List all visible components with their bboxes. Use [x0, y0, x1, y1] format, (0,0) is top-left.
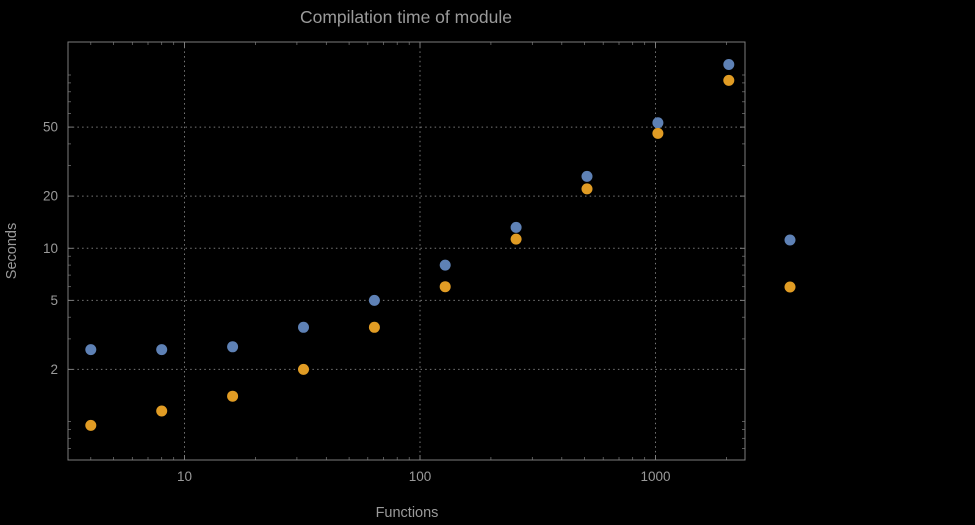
data-point: [368, 294, 380, 306]
data-point: [368, 321, 380, 333]
data-point: [510, 233, 522, 245]
y-tick-label: 10: [43, 241, 58, 256]
y-tick-label: 2: [50, 362, 58, 377]
data-point: [298, 321, 309, 333]
legend: [784, 234, 796, 293]
blue-series: [85, 59, 735, 356]
legend-marker: [784, 234, 796, 246]
data-point: [227, 341, 239, 353]
axis-ticks: 10 100 1000 2 5 10 20 50: [43, 42, 745, 484]
data-point: [439, 281, 451, 293]
plot-frame: [67, 41, 746, 461]
orange-series: [85, 74, 735, 431]
data-point: [581, 183, 593, 195]
data-point: [510, 221, 522, 233]
frame-border: [67, 41, 746, 461]
y-tick-label: 20: [43, 189, 58, 204]
data-point: [439, 259, 451, 271]
data-point: [723, 59, 735, 70]
data-point: [652, 127, 664, 139]
legend-marker: [784, 281, 796, 293]
data-point: [723, 74, 735, 86]
y-axis-label: Seconds: [4, 223, 20, 279]
data-points: [85, 59, 735, 431]
data-point: [85, 344, 97, 356]
x-tick-label: 10: [177, 469, 192, 484]
x-axis-label: Functions: [376, 505, 439, 521]
gridlines: [68, 42, 745, 460]
data-point: [156, 344, 168, 356]
y-tick-label: 50: [43, 120, 58, 135]
data-point: [581, 170, 593, 182]
y-tick-label: 5: [50, 293, 58, 308]
data-point: [85, 419, 97, 431]
x-tick-label: 1000: [640, 469, 670, 484]
data-point: [227, 390, 239, 402]
data-point: [652, 117, 664, 129]
chart-title: Compilation time of module: [300, 7, 512, 27]
text-labels: Compilation time of module Functions Sec…: [4, 7, 512, 521]
data-point: [298, 363, 309, 375]
data-point: [156, 405, 168, 417]
x-tick-label: 100: [409, 469, 432, 484]
